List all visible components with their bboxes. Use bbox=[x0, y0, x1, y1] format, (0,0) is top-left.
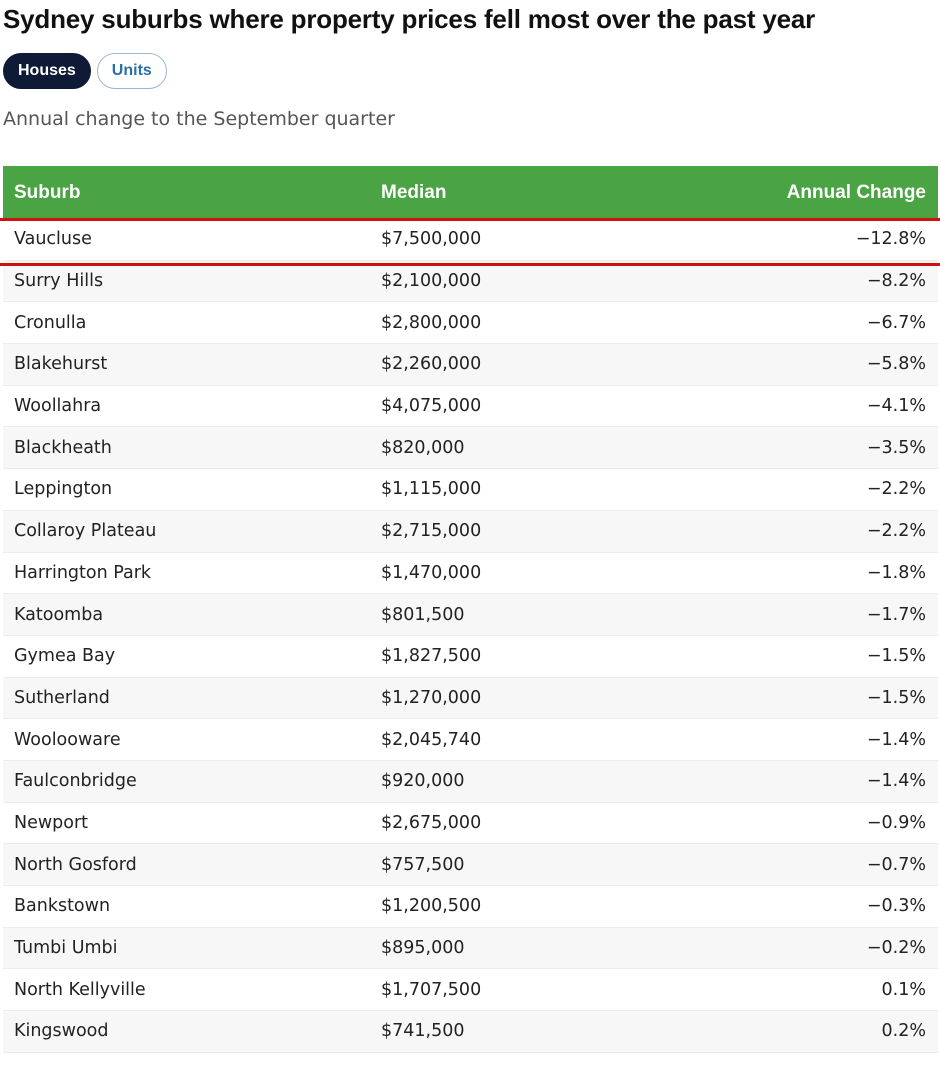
median-cell: $1,827,500 bbox=[381, 646, 482, 667]
table-header: Suburb Median Annual Change bbox=[3, 166, 938, 219]
annual-change-cell: −2.2% bbox=[866, 521, 926, 542]
annual-change-cell: −12.8% bbox=[855, 229, 926, 250]
units-tab[interactable]: Units bbox=[96, 53, 167, 89]
suburb-cell: Kingswood bbox=[14, 1021, 109, 1042]
suburb-cell: Bankstown bbox=[14, 896, 111, 917]
table-row: Cronulla $2,800,000 −6.7% bbox=[3, 302, 938, 345]
suburb-cell: Collaroy Plateau bbox=[14, 521, 157, 542]
median-cell: $757,500 bbox=[381, 854, 465, 875]
table-row: Woollahra $4,075,000 −4.1% bbox=[3, 385, 938, 428]
suburb-cell: Surry Hills bbox=[14, 271, 104, 292]
median-cell: $2,260,000 bbox=[381, 354, 482, 375]
median-cell: $2,045,740 bbox=[381, 729, 482, 750]
annual-change-cell: −3.5% bbox=[866, 437, 926, 458]
table-row: Surry Hills $2,100,000 −8.2% bbox=[3, 260, 938, 303]
table-row: Woolooware $2,045,740 −1.4% bbox=[3, 719, 938, 761]
suburb-cell: Katoomba bbox=[14, 604, 104, 625]
suburb-cell: Faulconbridge bbox=[14, 771, 137, 792]
annual-change-cell: −4.1% bbox=[866, 396, 926, 417]
price-change-table: Suburb Median Annual Change Vaucluse $7,5… bbox=[3, 166, 938, 1053]
table-row: Kingswood $741,500 0.2% bbox=[3, 1011, 938, 1053]
annual-change-cell: 0.1% bbox=[881, 979, 926, 1000]
page-title: Sydney suburbs where property prices fel… bbox=[3, 4, 816, 34]
subtitle: Annual change to the September quarter bbox=[3, 108, 395, 130]
suburb-cell: Blakehurst bbox=[14, 354, 108, 375]
median-cell: $920,000 bbox=[381, 771, 465, 792]
suburb-cell: Woolooware bbox=[14, 729, 121, 750]
annual-change-cell: −1.4% bbox=[866, 771, 926, 792]
header-suburb[interactable]: Suburb bbox=[14, 181, 81, 203]
table-row: North Kellyville $1,707,500 0.1% bbox=[3, 969, 938, 1012]
table-row: Leppington $1,115,000 −2.2% bbox=[3, 469, 938, 511]
median-cell: $7,500,000 bbox=[381, 229, 482, 250]
median-cell: $895,000 bbox=[381, 938, 465, 959]
annual-change-cell: −5.8% bbox=[866, 354, 926, 375]
annual-change-cell: −1.4% bbox=[866, 729, 926, 750]
table-row: Newport $2,675,000 −0.9% bbox=[3, 802, 938, 845]
median-cell: $2,100,000 bbox=[381, 271, 482, 292]
median-cell: $2,800,000 bbox=[381, 312, 482, 333]
table-row: Tumbi Umbi $895,000 −0.2% bbox=[3, 927, 938, 970]
table-row: Blakehurst $2,260,000 −5.8% bbox=[3, 344, 938, 386]
table-row: North Gosford $757,500 −0.7% bbox=[3, 844, 938, 886]
median-cell: $1,270,000 bbox=[381, 687, 482, 708]
suburb-cell: Newport bbox=[14, 812, 89, 833]
annual-change-cell: −8.2% bbox=[866, 271, 926, 292]
suburb-cell: Leppington bbox=[14, 479, 113, 500]
table-body: Vaucluse $7,500,000 −12.8% Surry Hills $2,10… bbox=[3, 219, 938, 1053]
header-annual-change[interactable]: Annual Change bbox=[786, 181, 926, 203]
suburb-cell: Cronulla bbox=[14, 312, 87, 333]
median-cell: $1,470,000 bbox=[381, 562, 482, 583]
median-cell: $2,675,000 bbox=[381, 812, 482, 833]
median-cell: $4,075,000 bbox=[381, 396, 482, 417]
table-row: Collaroy Plateau $2,715,000 −2.2% bbox=[3, 510, 938, 553]
median-cell: $1,115,000 bbox=[381, 479, 482, 500]
suburb-cell: Harrington Park bbox=[14, 562, 152, 583]
header-median[interactable]: Median bbox=[381, 181, 447, 203]
table-row: Sutherland $1,270,000 −1.5% bbox=[3, 677, 938, 720]
table-row: Vaucluse $7,500,000 −12.8% bbox=[3, 219, 938, 261]
annual-change-cell: −1.5% bbox=[866, 687, 926, 708]
table-row: Harrington Park $1,470,000 −1.8% bbox=[3, 552, 938, 595]
annual-change-cell: −0.9% bbox=[866, 812, 926, 833]
suburb-cell: Tumbi Umbi bbox=[14, 938, 118, 959]
suburb-cell: North Kellyville bbox=[14, 979, 146, 1000]
highlight-top-line bbox=[0, 218, 940, 221]
table-row: Blackheath $820,000 −3.5% bbox=[3, 427, 938, 470]
annual-change-cell: −1.5% bbox=[866, 646, 926, 667]
suburb-cell: Gymea Bay bbox=[14, 646, 116, 667]
property-type-toggle: Houses Units bbox=[3, 53, 167, 89]
table-row: Katoomba $801,500 −1.7% bbox=[3, 594, 938, 636]
table-row: Faulconbridge $920,000 −1.4% bbox=[3, 760, 938, 803]
median-cell: $801,500 bbox=[381, 604, 465, 625]
annual-change-cell: −1.7% bbox=[866, 604, 926, 625]
table-row: Gymea Bay $1,827,500 −1.5% bbox=[3, 635, 938, 678]
median-cell: $741,500 bbox=[381, 1021, 465, 1042]
annual-change-cell: −0.3% bbox=[866, 896, 926, 917]
suburb-cell: Woollahra bbox=[14, 396, 102, 417]
median-cell: $1,707,500 bbox=[381, 979, 482, 1000]
annual-change-cell: −2.2% bbox=[866, 479, 926, 500]
annual-change-cell: −1.8% bbox=[866, 562, 926, 583]
annual-change-cell: 0.2% bbox=[881, 1021, 926, 1042]
table-row: Bankstown $1,200,500 −0.3% bbox=[3, 886, 938, 928]
suburb-cell: Blackheath bbox=[14, 437, 112, 458]
annual-change-cell: −6.7% bbox=[866, 312, 926, 333]
median-cell: $1,200,500 bbox=[381, 896, 482, 917]
annual-change-cell: −0.7% bbox=[866, 854, 926, 875]
highlight-bottom-line bbox=[0, 263, 940, 266]
houses-tab[interactable]: Houses bbox=[3, 53, 91, 89]
suburb-cell: Sutherland bbox=[14, 687, 110, 708]
annual-change-cell: −0.2% bbox=[866, 938, 926, 959]
median-cell: $820,000 bbox=[381, 437, 465, 458]
suburb-cell: North Gosford bbox=[14, 854, 137, 875]
suburb-cell: Vaucluse bbox=[14, 229, 92, 250]
median-cell: $2,715,000 bbox=[381, 521, 482, 542]
